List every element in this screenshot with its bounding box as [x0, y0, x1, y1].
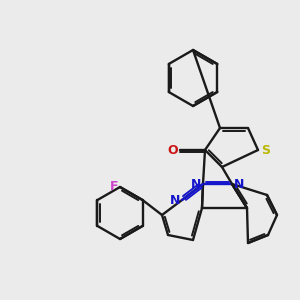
Text: O: O — [168, 143, 178, 157]
Text: F: F — [110, 181, 118, 194]
Text: S: S — [262, 143, 271, 157]
Text: N: N — [191, 178, 201, 190]
Text: N: N — [170, 194, 180, 206]
Text: N: N — [234, 178, 244, 190]
